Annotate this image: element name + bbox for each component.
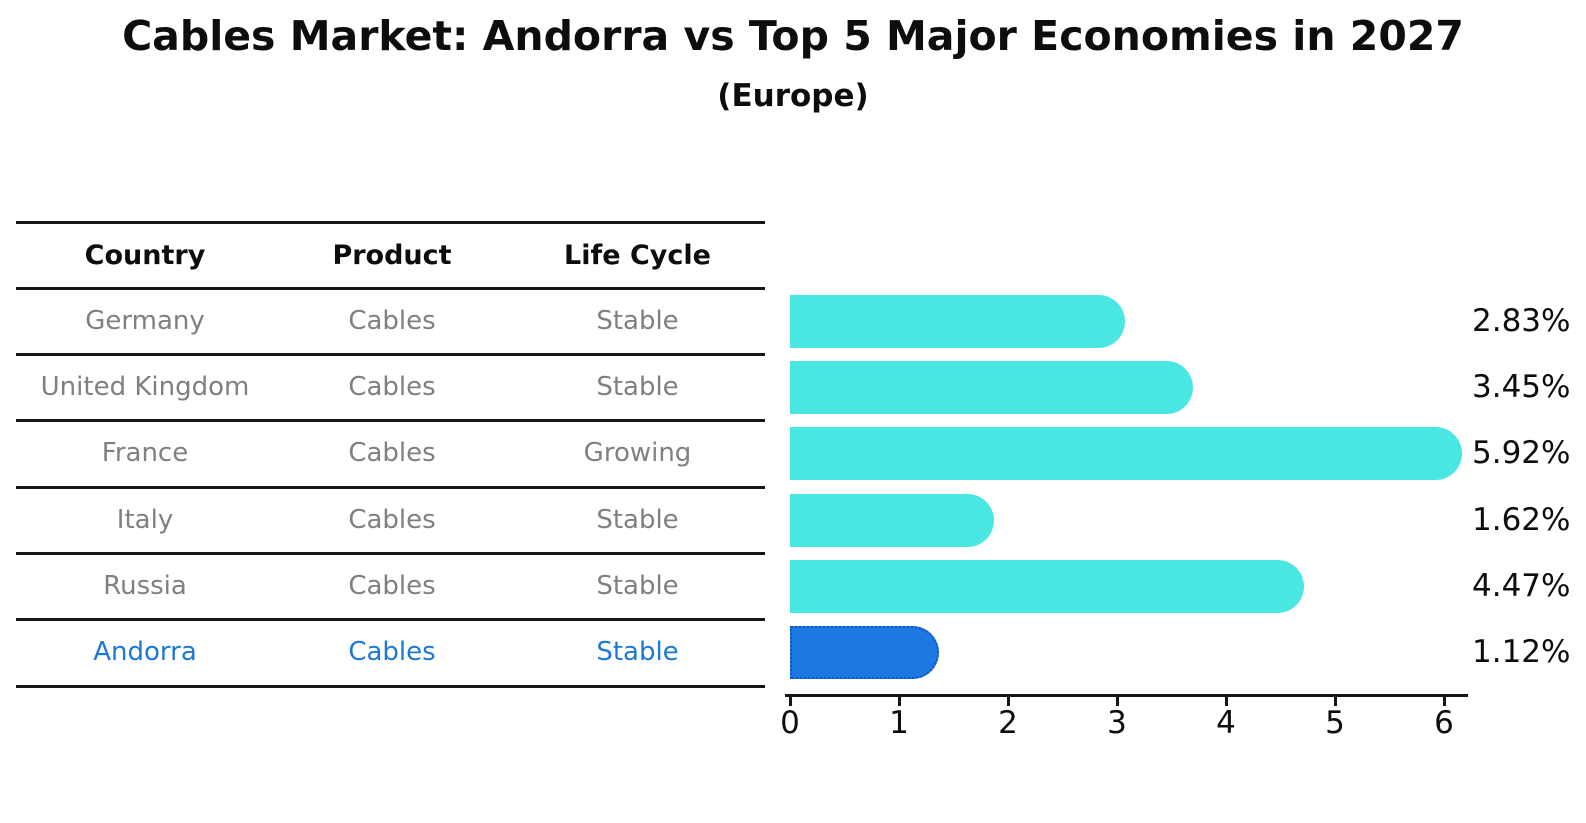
- product-cell: Cables: [348, 306, 436, 336]
- x-axis-tick-label: 5: [1325, 705, 1345, 741]
- life-cycle-cell: Stable: [596, 372, 679, 402]
- life-cycle-cell: Stable: [596, 505, 679, 535]
- bar: [790, 295, 1126, 348]
- x-axis-line: [785, 694, 1468, 697]
- product-cell: Cables: [348, 372, 436, 402]
- chart-title: Cables Market: Andorra vs Top 5 Major Ec…: [122, 12, 1464, 60]
- table-row: Russia Cables Stable: [16, 553, 765, 619]
- product-cell: Cables: [348, 505, 436, 535]
- product-cell: Cables: [348, 571, 436, 601]
- table-row-highlighted: Andorra Cables Stable: [16, 619, 765, 685]
- country-cell: Italy: [116, 505, 174, 535]
- country-cell: France: [101, 438, 189, 468]
- life-cycle-cell: Stable: [596, 306, 679, 336]
- table-row-rule: [16, 552, 765, 555]
- life-cycle-cell: Stable: [596, 571, 679, 601]
- column-header-product: Product: [332, 239, 452, 271]
- x-axis-tick: [1007, 697, 1010, 706]
- life-cycle-cell: Growing: [583, 438, 692, 468]
- column-header-country: Country: [84, 239, 206, 271]
- bar: [790, 427, 1463, 480]
- chart-subtitle: (Europe): [717, 78, 869, 114]
- x-axis-tick-label: 3: [1107, 705, 1127, 741]
- life-cycle-cell: Stable: [596, 637, 679, 667]
- x-axis-tick-label: 2: [998, 705, 1018, 741]
- table-row-rule: [16, 353, 765, 356]
- table-header-row: Country Product Life Cycle: [16, 222, 765, 288]
- bar-value-label: 3.45%: [1472, 369, 1571, 405]
- table-row-rule: [16, 419, 765, 422]
- x-axis-tick: [898, 697, 901, 706]
- table-bottom-rule: [16, 685, 765, 688]
- column-header-life-cycle: Life Cycle: [564, 239, 711, 271]
- table-header-rule: [16, 287, 765, 290]
- x-axis-tick: [1334, 697, 1337, 706]
- x-axis-tick: [789, 697, 792, 706]
- table-row-rule: [16, 486, 765, 489]
- table-row: Germany Cables Stable: [16, 288, 765, 354]
- country-cell: United Kingdom: [40, 372, 250, 402]
- country-cell: Andorra: [93, 637, 197, 667]
- x-axis-tick-label: 1: [889, 705, 909, 741]
- country-cell: Russia: [103, 571, 187, 601]
- table-row: United Kingdom Cables Stable: [16, 354, 765, 420]
- table-row: France Cables Growing: [16, 420, 765, 486]
- table-top-rule: [16, 221, 765, 224]
- country-cell: Germany: [85, 306, 205, 336]
- x-axis-tick: [1116, 697, 1119, 706]
- x-axis-tick-label: 6: [1434, 705, 1454, 741]
- bar-highlighted: [790, 626, 940, 679]
- table-row: Italy Cables Stable: [16, 487, 765, 553]
- x-axis-tick-label: 0: [780, 705, 800, 741]
- bar: [790, 361, 1194, 414]
- product-cell: Cables: [348, 637, 436, 667]
- bar-value-label: 1.12%: [1472, 634, 1571, 670]
- bar-value-label: 1.62%: [1472, 502, 1571, 538]
- bar-value-label: 4.47%: [1472, 568, 1571, 604]
- bar: [790, 494, 994, 547]
- product-cell: Cables: [348, 438, 436, 468]
- x-axis-tick: [1225, 697, 1228, 706]
- bar-value-label: 2.83%: [1472, 303, 1571, 339]
- x-axis-tick-label: 4: [1216, 705, 1236, 741]
- x-axis-tick: [1443, 697, 1446, 706]
- bar-value-label: 5.92%: [1472, 435, 1571, 471]
- table-row-rule: [16, 618, 765, 621]
- bar: [790, 560, 1305, 613]
